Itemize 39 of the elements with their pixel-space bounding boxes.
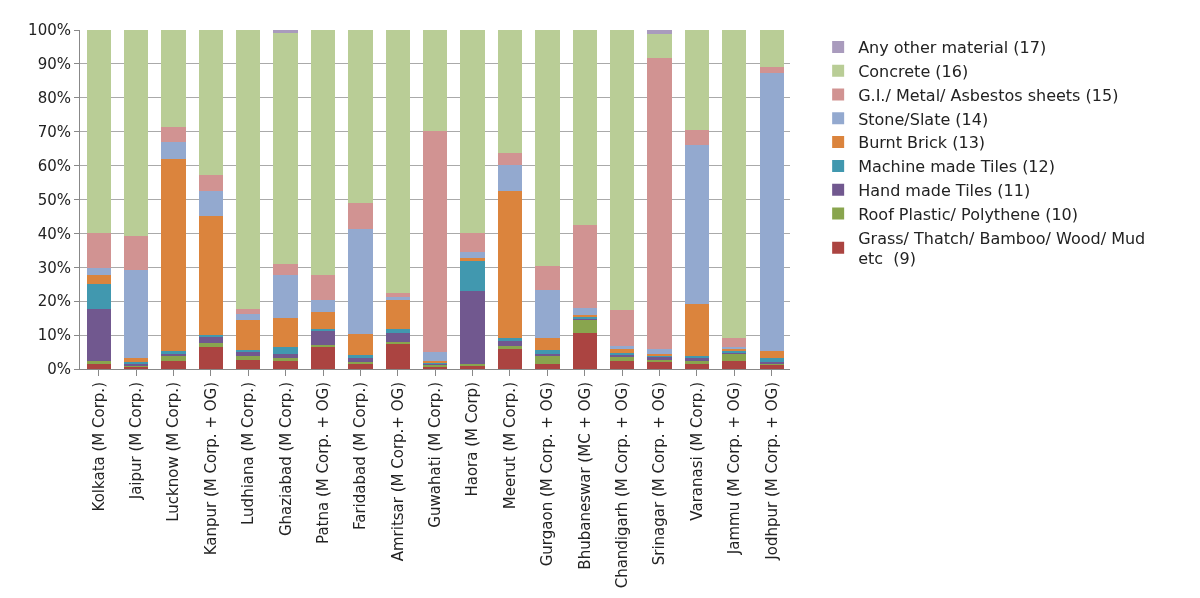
y-tick-label: 60% <box>37 156 71 175</box>
x-tick-label: Jammu (M Corp. + OG) <box>725 382 744 556</box>
x-tick-label: Amritsar (M Corp.+ OG) <box>388 382 407 562</box>
x-tick-label: Varanasi (M Corp.) <box>687 382 706 521</box>
legend-label: G.I./ Metal/ Asbestos sheets (15) <box>858 85 1119 105</box>
legend-label: Concrete (16) <box>858 61 969 81</box>
y-tick-label: 100% <box>28 21 71 40</box>
y-tick-label: 10% <box>37 326 71 345</box>
x-tick-label: Bhubaneswar (MC + OG) <box>575 382 594 570</box>
x-tick-label: Kolkata (M Corp.) <box>89 382 108 512</box>
x-tick-label: Jaipur (M Corp.) <box>126 382 145 501</box>
x-tick-label: Ghaziabad (M Corp.) <box>276 382 295 537</box>
legend-label: Any other material (17) <box>858 38 1047 58</box>
x-tick-label: Srinagar (M Corp. + OG) <box>650 382 669 566</box>
legend-label: Machine made Tiles (12) <box>858 157 1055 177</box>
x-tick-label: Kanpur (M Corp. + OG) <box>201 382 220 556</box>
x-tick-label: Jodhpur (M Corp. + OG) <box>762 382 781 561</box>
legend-label: Stone/Slate (14) <box>858 109 989 129</box>
x-tick-label: Faridabad (M Corp.) <box>351 382 370 531</box>
y-tick-label: 90% <box>37 55 71 74</box>
x-tick-label: Meerut (M Corp.) <box>500 382 519 510</box>
x-tick-label: Ludhiana (M Corp.) <box>239 382 258 525</box>
y-tick-label: 30% <box>37 258 71 277</box>
y-tick-label: 80% <box>37 89 71 108</box>
x-tick-label: Patna (M Corp. + OG) <box>313 382 332 544</box>
x-tick-label: Gurgaon (M Corp. + OG) <box>538 382 557 567</box>
y-tick-label: 50% <box>37 190 71 209</box>
x-tick-label: Chandigarh (M Corp. + OG) <box>613 382 632 589</box>
legend-label: Grass/ Thatch/ Bamboo/ Wood/ Mud etc (9) <box>858 228 1146 269</box>
legend-label: Burnt Brick (13) <box>858 133 986 153</box>
x-tick-label: Haora (M Corp) <box>463 382 482 497</box>
legend-label: Hand made Tiles (11) <box>858 180 1031 200</box>
x-tick-label: Guwahati (M Corp.) <box>426 382 445 528</box>
y-tick-label: 20% <box>37 292 71 311</box>
legend-label: Roof Plastic/ Polythene (10) <box>858 204 1079 224</box>
x-tick-label: Lucknow (M Corp.) <box>164 382 183 522</box>
y-tick-label: 0% <box>47 360 71 379</box>
y-tick-label: 70% <box>37 122 71 141</box>
y-tick-label: 40% <box>37 224 71 243</box>
